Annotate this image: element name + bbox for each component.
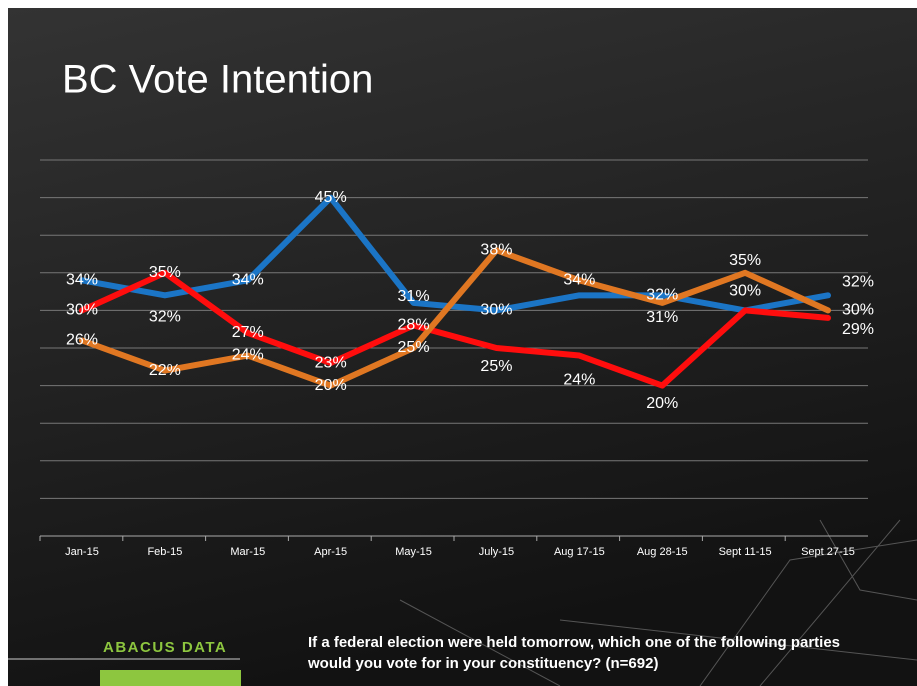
data-label: 31% [398,288,430,305]
footnote: would you vote for in your constituency?… [307,655,658,672]
x-tick-label: Aug 17-15 [554,546,605,558]
data-label: 34% [66,272,98,289]
data-label: 27% [232,324,264,341]
data-label: 31% [646,309,678,326]
footnote: If a federal election were held tomorrow… [308,634,840,651]
series-line [79,247,831,389]
data-label: 35% [149,264,181,281]
brand-bar [100,670,241,686]
data-label: 20% [315,377,347,394]
data-label: 24% [563,372,595,389]
data-label: 20% [646,395,678,412]
data-label: 34% [563,272,595,289]
data-label: 22% [149,362,181,379]
x-tick-label: Sept 27-15 [801,546,855,558]
brand: ABACUS DATA [103,639,227,656]
data-label: 34% [232,272,264,289]
x-tick-label: July-15 [479,546,514,558]
data-label: 23% [315,354,347,371]
x-tick-label: May-15 [395,546,432,558]
background [8,8,917,686]
x-tick-label: Sept 11-15 [719,546,772,558]
data-label: 30% [480,302,512,319]
x-tick-label: Feb-15 [147,546,182,558]
data-label: 30% [66,302,98,319]
data-label: 25% [480,358,512,375]
data-label: 25% [398,339,430,356]
data-label: 35% [729,252,761,269]
x-tick-label: Jan-15 [65,546,99,558]
data-label: 45% [315,189,347,206]
data-label: 38% [480,241,512,258]
data-label: 24% [232,347,264,364]
decoration [399,519,917,686]
data-label: 29% [842,321,874,338]
data-label: 30% [729,283,761,300]
x-tick-label: Apr-15 [314,546,347,558]
x-tick-label: Mar-15 [230,546,265,558]
series-line [79,194,831,314]
x-tick-label: Aug 28-15 [637,546,688,558]
chart-title: BC Vote Intention [62,58,373,102]
series-line [79,269,831,389]
data-label: 28% [398,317,430,334]
data-label: 32% [646,287,678,304]
data-label: 30% [842,302,874,319]
data-label: 32% [149,309,181,326]
data-label: 32% [842,274,874,291]
data-label: 26% [66,332,98,349]
